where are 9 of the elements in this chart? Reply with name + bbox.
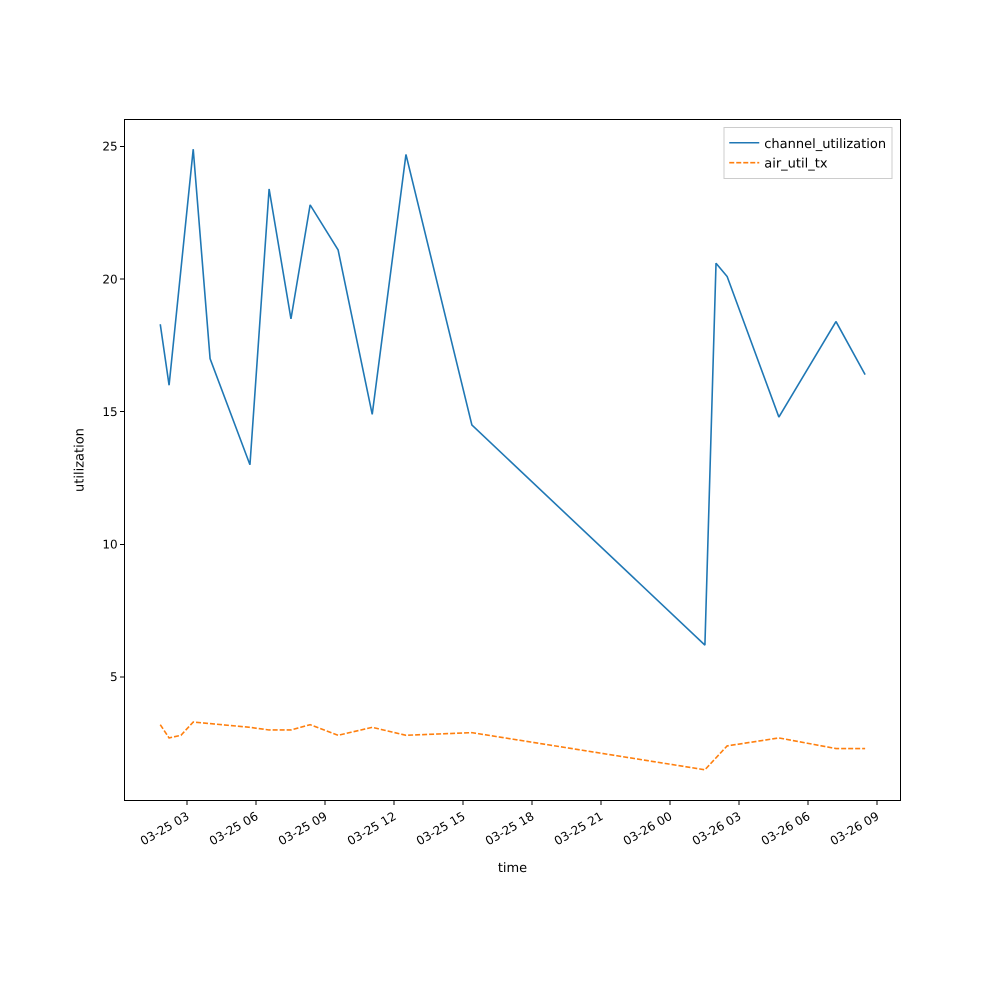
y-tick-label: 5	[110, 670, 118, 684]
legend-label: air_util_tx	[764, 156, 828, 172]
y-tick-label: 10	[102, 538, 118, 552]
y-tick-label: 25	[102, 140, 118, 154]
x-axis-title: time	[498, 860, 528, 876]
y-axis-title: utilization	[72, 428, 88, 492]
y-tick-label: 15	[102, 404, 118, 419]
legend-label: channel_utilization	[764, 136, 886, 152]
y-tick-label: 20	[102, 272, 118, 286]
